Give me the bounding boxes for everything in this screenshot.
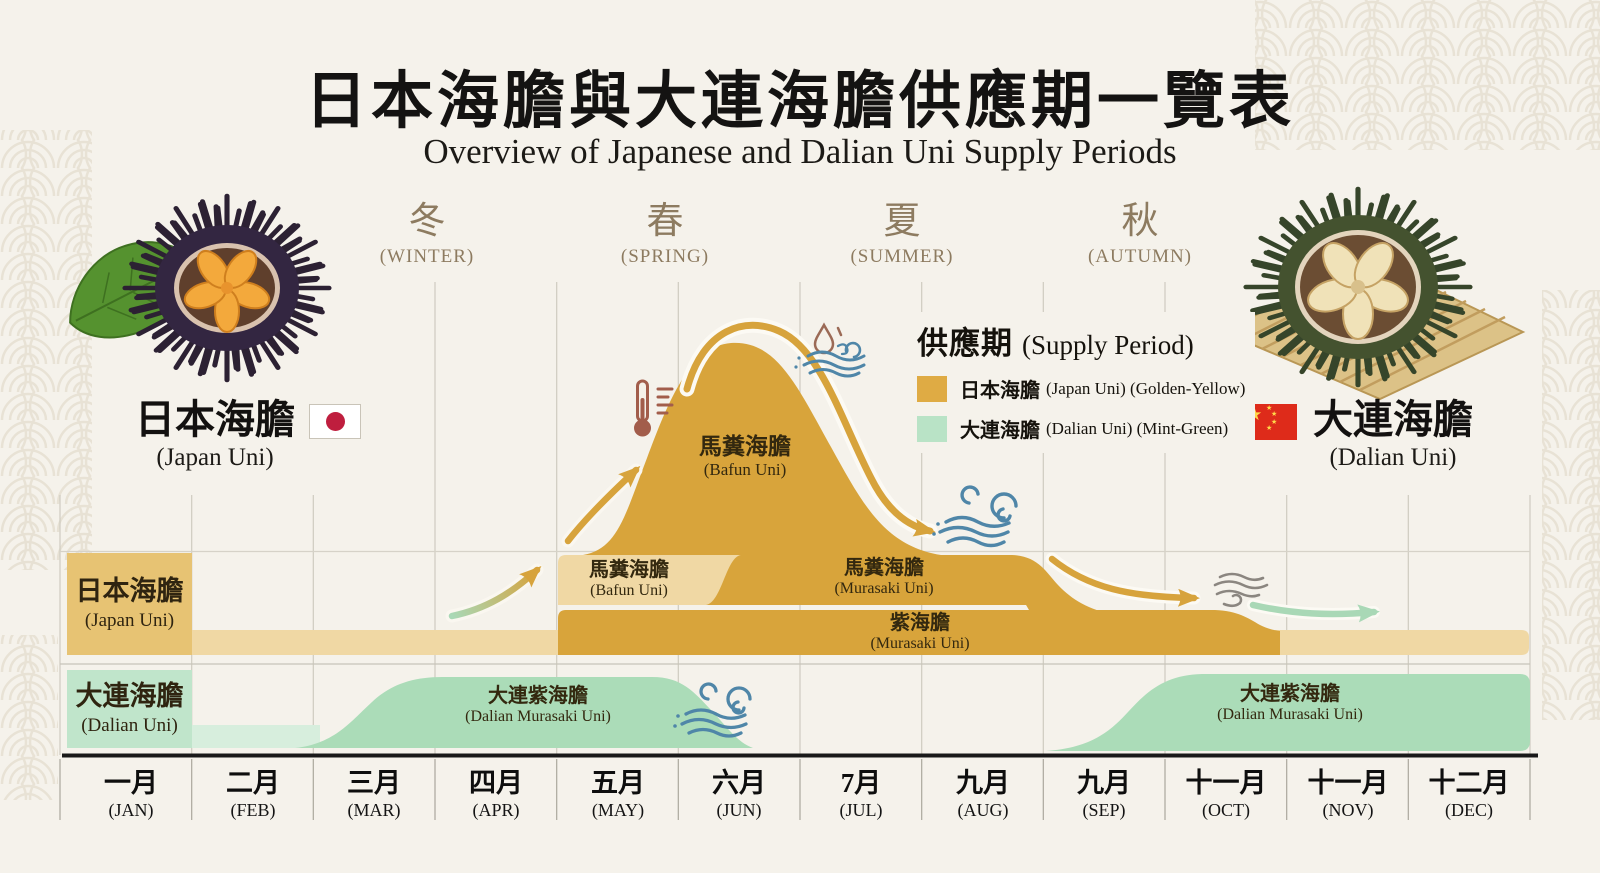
- flow-arrows: [445, 317, 1380, 623]
- handoff-arrow-mint: [1249, 601, 1380, 623]
- band-label-dalian-autumn: 大連紫海膽 (Dalian Murasaki Uni): [1217, 683, 1363, 723]
- row-label-dalian-uni: 大連海膽 (Dalian Uni): [67, 670, 192, 748]
- band-label-murasaki-lower: 紫海膽 (Murasaki Uni): [870, 612, 970, 652]
- seigaiha-pattern: [0, 0, 1600, 800]
- rise-arrow-mint-gold: [448, 565, 542, 620]
- dalian-mound-spring: [295, 677, 753, 748]
- japan-uni-illustration: [69, 192, 333, 384]
- season-winter: 冬 (WINTER): [379, 201, 475, 268]
- droplet-waves-icon: [794, 322, 866, 378]
- month-sep: 九月 (SEP): [1077, 768, 1131, 820]
- month-mar: 三月 (MAR): [347, 768, 401, 820]
- month-may: 五月 (MAY): [591, 768, 645, 820]
- season-summer: 夏 (SUMMER): [850, 201, 954, 268]
- bell-swoosh-arrow: [683, 321, 936, 537]
- month-oct: 十一月 (OCT): [1185, 768, 1267, 820]
- japan-light-lead-strip: [192, 630, 560, 655]
- thermometer-icon: [634, 379, 674, 437]
- murasaki-top-band: [706, 555, 1112, 618]
- band-label-dalian-spring: 大連紫海膽 (Dalian Murasaki Uni): [465, 685, 611, 725]
- season-autumn: 秋 (AUTUMN): [1087, 201, 1193, 268]
- dalian-mound-autumn: [1046, 674, 1530, 751]
- wind-swirl-icon-dalian: [673, 682, 752, 738]
- month-jul: 7月 (JUL): [839, 768, 883, 820]
- dalian-light-strip: [192, 725, 320, 748]
- japan-uni-headline: 日本海膽 (Japan Uni): [135, 398, 361, 472]
- month-nov: 十一月 (NOV): [1307, 768, 1389, 820]
- band-label-murasaki-top: 馬糞海膽 (Murasaki Uni): [834, 557, 934, 597]
- dalian-uni-headline: ★ ★ ★ ★ ★ 大連海膽 (Dalian Uni): [1243, 398, 1473, 472]
- breeze-icon: [1213, 572, 1269, 608]
- page-subtitle: Overview of Japanese and Dalian Uni Supp…: [423, 132, 1177, 171]
- month-dec: 十二月 (DEC): [1428, 768, 1510, 820]
- month-jan: 一月 (JAN): [104, 768, 158, 820]
- japan-series-shapes: [192, 342, 1529, 655]
- band-label-bafun-band: 馬糞海膽 (Bafun Uni): [589, 559, 669, 599]
- season-spring: 春 (SPRING): [620, 201, 710, 268]
- legend: 供應期 (Supply Period) 日本海膽 (Japan Uni) (Go…: [903, 312, 1256, 453]
- dalian-uni-illustration: [1220, 185, 1526, 401]
- month-aug: 九月 (AUG): [956, 768, 1010, 820]
- month-axis: [59, 753, 1538, 820]
- bafun-light-band: [558, 555, 745, 605]
- mint-swatch: [917, 415, 947, 442]
- japan-light-tail-band: [1275, 630, 1529, 655]
- month-jun: 六月 (JUN): [712, 768, 766, 820]
- murasaki-lower-band: [558, 610, 1280, 655]
- band-label-bafun-peak: 馬糞海膽 (Bafun Uni): [699, 434, 791, 479]
- month-apr: 四月 (APR): [469, 768, 523, 820]
- month-feb: 二月 (FEB): [226, 768, 280, 820]
- legend-item-japan: 日本海膽 (Japan Uni) (Golden-Yellow): [917, 374, 1245, 403]
- legend-title: 供應期 (Supply Period): [917, 326, 1194, 361]
- bafun-bell-curve: [583, 342, 941, 555]
- dalian-series-shapes: [192, 674, 1530, 751]
- gold-swatch: [917, 375, 947, 402]
- japan-flag: [309, 404, 361, 439]
- row-label-japan-uni: 日本海膽 (Japan Uni): [67, 553, 192, 655]
- rise-arrow-gold: [564, 465, 641, 545]
- page-title: 日本海膽與大連海膽供應期一覽表: [304, 68, 1295, 136]
- wind-swirl-icon-upper: [932, 485, 1018, 548]
- descent-arrow-gold: [1048, 555, 1200, 607]
- legend-item-dalian: 大連海膽 (Dalian Uni) (Mint-Green): [917, 414, 1245, 443]
